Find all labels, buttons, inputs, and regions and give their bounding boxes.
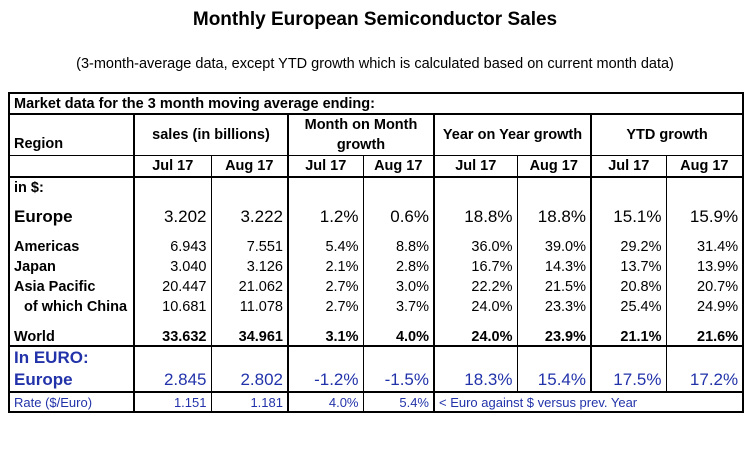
cell-value: 2.7% <box>287 297 364 317</box>
cell-value: 24.0% <box>433 297 518 317</box>
cell-value: 14.3% <box>516 257 592 277</box>
cell-value: -1.2% <box>287 369 364 392</box>
month-header: Jul 17 <box>287 155 364 178</box>
cell-value: 1.151 <box>133 391 212 413</box>
row-region: Europe <box>8 197 135 227</box>
cell-value: 17.5% <box>590 369 667 392</box>
cell-value: 20.447 <box>133 277 212 297</box>
month-header: Jul 17 <box>433 155 518 178</box>
cell-value: 3.0% <box>362 277 435 297</box>
row-region: Japan <box>8 257 135 277</box>
table-row: Asia Pacific 20.447 21.062 2.7% 3.0% 22.… <box>8 277 745 297</box>
cell-value: 33.632 <box>133 317 212 347</box>
page-title: Monthly European Semiconductor Sales <box>192 9 558 30</box>
table-row: Europe 2.845 2.802 -1.2% -1.5% 18.3% 15.… <box>8 369 745 392</box>
cell-value: 39.0% <box>516 237 592 257</box>
cell-value: 3.040 <box>133 257 212 277</box>
row-region: Asia Pacific <box>8 277 135 297</box>
cell-value: 16.7% <box>433 257 518 277</box>
table-row: Japan 3.040 3.126 2.1% 2.8% 16.7% 14.3% … <box>8 257 745 277</box>
sales-table: Market data for the 3 month moving avera… <box>7 92 745 413</box>
row-region: of which China <box>8 297 135 317</box>
cell-value: 1.2% <box>287 197 364 227</box>
cell-value: 24.9% <box>665 297 745 317</box>
cell-value: 5.4% <box>362 391 435 413</box>
cell-value: 1.181 <box>210 391 289 413</box>
cell-value: 6.943 <box>133 237 212 257</box>
row-region: Americas <box>8 237 135 257</box>
cell-value: 2.7% <box>287 277 364 297</box>
cell-value: 2.845 <box>133 369 212 392</box>
month-header: Jul 17 <box>590 155 667 178</box>
month-header: Aug 17 <box>665 155 745 178</box>
cell-value: 3.202 <box>133 197 212 227</box>
rate-label: Rate ($/Euro) <box>8 391 135 413</box>
cell-value: 23.3% <box>516 297 592 317</box>
cell-value: 15.1% <box>590 197 667 227</box>
month-empty <box>8 155 135 178</box>
row-region: World <box>8 317 135 347</box>
cell-value: 11.078 <box>210 297 289 317</box>
usd-section-label: in $: <box>8 177 135 197</box>
table-caption: Market data for the 3 month moving avera… <box>7 92 745 115</box>
row-region: Europe <box>8 369 135 392</box>
cell-value: 17.2% <box>665 369 745 392</box>
group-ytd-header: YTD growth <box>589 113 745 156</box>
cell-value: 4.0% <box>287 391 364 413</box>
cell-value: 22.2% <box>433 277 518 297</box>
cell-value: 21.6% <box>665 317 745 347</box>
cell-value: 34.961 <box>210 317 289 347</box>
month-header: Aug 17 <box>362 155 435 178</box>
cell-value: 18.3% <box>433 369 518 392</box>
rate-note: < Euro against $ versus prev. Year <box>432 391 745 413</box>
cell-value: 3.1% <box>287 317 364 347</box>
group-mom-header: Month on Month growth <box>287 113 435 156</box>
cell-value: 15.4% <box>516 369 592 392</box>
table-row: Europe 3.202 3.222 1.2% 0.6% 18.8% 18.8%… <box>8 197 745 227</box>
table-row: World 33.632 34.961 3.1% 4.0% 24.0% 23.9… <box>8 317 745 347</box>
rate-row: Rate ($/Euro) 1.151 1.181 4.0% 5.4% < Eu… <box>8 391 745 413</box>
cell-value: 20.7% <box>665 277 745 297</box>
cell-value: 3.126 <box>210 257 289 277</box>
cell-value: 4.0% <box>362 317 435 347</box>
cell-value: 0.6% <box>362 197 435 227</box>
region-header: Region <box>8 113 135 156</box>
cell-value: 31.4% <box>665 237 745 257</box>
cell-value: 13.9% <box>665 257 745 277</box>
cell-value: 3.222 <box>210 197 289 227</box>
page-subtitle: (3-month-average data, except YTD growth… <box>76 56 674 72</box>
cell-value: 23.9% <box>516 317 592 347</box>
cell-value: 7.551 <box>210 237 289 257</box>
cell-value: 25.4% <box>590 297 667 317</box>
month-header: Jul 17 <box>133 155 212 178</box>
month-header: Aug 17 <box>210 155 289 178</box>
cell-value: 2.802 <box>210 369 289 392</box>
cell-value: 5.4% <box>287 237 364 257</box>
cell-value: 20.8% <box>590 277 667 297</box>
cell-value: 24.0% <box>433 317 518 347</box>
group-sales-header: sales (in billions) <box>133 113 289 156</box>
cell-value: 18.8% <box>516 197 592 227</box>
cell-value: 29.2% <box>590 237 667 257</box>
cell-value: 21.1% <box>590 317 667 347</box>
cell-value: 2.1% <box>287 257 364 277</box>
cell-value: 21.5% <box>516 277 592 297</box>
group-yoy-header: Year on Year growth <box>433 113 592 156</box>
table-row: Americas 6.943 7.551 5.4% 8.8% 36.0% 39.… <box>8 237 745 257</box>
cell-value: 36.0% <box>433 237 518 257</box>
cell-value: 3.7% <box>362 297 435 317</box>
cell-value: 10.681 <box>133 297 212 317</box>
cell-value: 2.8% <box>362 257 435 277</box>
cell-value: -1.5% <box>362 369 435 392</box>
cell-value: 21.062 <box>210 277 289 297</box>
month-header: Aug 17 <box>516 155 592 178</box>
cell-value: 18.8% <box>433 197 518 227</box>
table-row: of which China 10.681 11.078 2.7% 3.7% 2… <box>8 297 745 317</box>
cell-value: 13.7% <box>590 257 667 277</box>
euro-section-label: In EURO: <box>8 345 135 369</box>
cell-value: 15.9% <box>665 197 745 227</box>
cell-value: 8.8% <box>362 237 435 257</box>
